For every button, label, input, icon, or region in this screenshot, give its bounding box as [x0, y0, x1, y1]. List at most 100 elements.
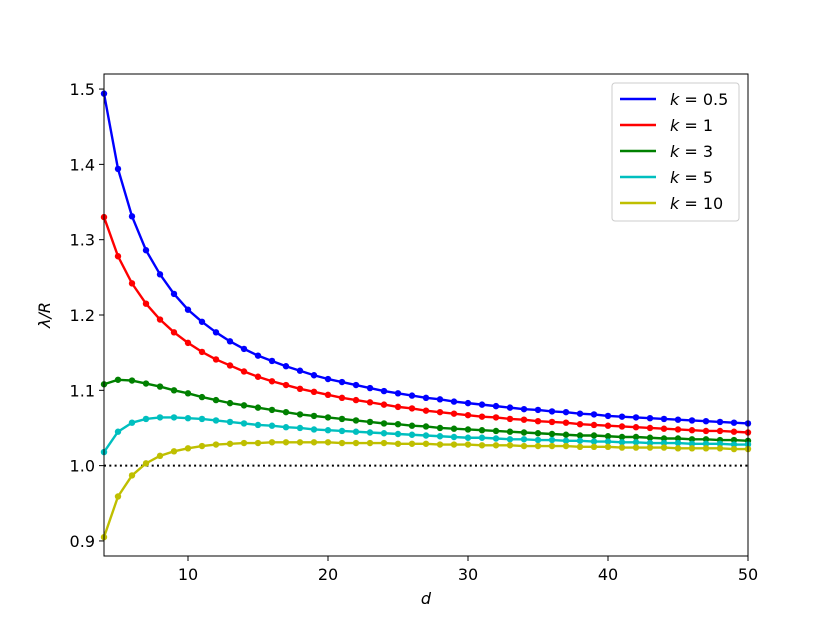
data-point	[660, 415, 668, 423]
data-point	[324, 414, 332, 421]
data-point	[310, 372, 318, 379]
data-point	[716, 445, 724, 452]
data-point	[534, 406, 542, 414]
data-point	[282, 363, 290, 370]
data-point	[576, 443, 584, 450]
data-point	[198, 442, 206, 450]
data-point	[730, 419, 738, 426]
data-point	[590, 421, 598, 429]
data-point	[632, 414, 640, 421]
data-point	[730, 436, 738, 444]
data-point	[296, 367, 304, 374]
data-point	[618, 444, 626, 451]
data-point	[212, 356, 220, 363]
data-point	[436, 433, 444, 440]
data-point	[310, 412, 318, 420]
data-point	[422, 432, 430, 439]
data-point	[226, 338, 234, 345]
data-point	[534, 442, 542, 450]
data-point	[674, 445, 682, 452]
data-point	[478, 442, 486, 449]
data-point	[226, 418, 234, 426]
data-point	[716, 427, 724, 435]
data-point	[324, 391, 332, 399]
y-tick-label: 1.1	[70, 381, 95, 400]
data-point	[506, 428, 514, 435]
data-point	[170, 290, 178, 298]
data-point	[338, 415, 346, 423]
data-point	[128, 377, 136, 384]
data-point	[492, 442, 500, 449]
data-point	[730, 445, 738, 453]
data-point	[324, 439, 332, 446]
x-tick-label: 10	[178, 565, 198, 584]
data-point	[464, 434, 472, 441]
data-point	[478, 427, 486, 434]
data-point	[702, 436, 710, 443]
y-tick-label: 1.0	[70, 457, 95, 476]
data-point	[310, 439, 318, 446]
data-point	[394, 390, 402, 397]
data-point	[142, 415, 150, 423]
data-point	[548, 408, 556, 415]
data-point	[492, 435, 500, 442]
data-point	[604, 438, 612, 445]
data-point	[170, 448, 178, 455]
data-point	[184, 390, 192, 397]
x-tick-label: 40	[598, 565, 618, 584]
data-point	[338, 427, 346, 435]
data-point	[268, 422, 276, 429]
data-point	[366, 418, 374, 426]
series-3	[100, 414, 752, 456]
data-point	[618, 433, 626, 441]
data-point	[674, 416, 682, 423]
data-point	[240, 402, 248, 409]
data-point	[114, 428, 122, 435]
data-point	[688, 417, 696, 424]
legend-entry: k = 0.5	[620, 90, 728, 109]
data-point	[646, 424, 654, 432]
legend-label: k = 3	[670, 142, 713, 161]
data-point	[450, 410, 458, 417]
data-point	[436, 396, 444, 403]
data-point	[380, 387, 388, 395]
data-point	[254, 404, 262, 411]
data-point	[576, 410, 584, 417]
data-point	[156, 383, 164, 390]
data-point	[436, 441, 444, 448]
data-point	[534, 436, 542, 444]
data-point	[268, 406, 276, 414]
data-point	[422, 407, 430, 414]
data-point	[716, 440, 724, 447]
data-point	[366, 429, 374, 436]
data-point	[240, 345, 248, 353]
y-axis-ticks: 0.9 1.0 1.1 1.2 1.3 1.4 1.5	[70, 80, 104, 551]
data-point	[576, 437, 584, 444]
data-point	[310, 388, 318, 396]
data-point	[198, 393, 206, 401]
y-tick-label: 1.4	[70, 155, 95, 174]
data-point	[604, 422, 612, 429]
data-point	[366, 384, 374, 392]
data-point	[156, 414, 164, 421]
data-point	[702, 427, 710, 435]
data-point	[170, 414, 178, 421]
data-point	[702, 445, 710, 452]
data-point	[114, 493, 122, 500]
data-point	[212, 441, 220, 448]
data-point	[226, 362, 234, 369]
data-point	[352, 417, 360, 424]
data-point	[240, 439, 248, 447]
data-point	[716, 418, 724, 426]
data-point	[590, 432, 598, 439]
data-point	[394, 430, 402, 438]
data-point	[184, 306, 192, 313]
data-point	[604, 443, 612, 450]
y-tick-label: 1.2	[70, 306, 95, 325]
data-point	[128, 280, 136, 287]
data-point	[534, 430, 542, 437]
data-point	[226, 440, 234, 447]
data-point	[450, 425, 458, 432]
data-point	[296, 439, 304, 446]
